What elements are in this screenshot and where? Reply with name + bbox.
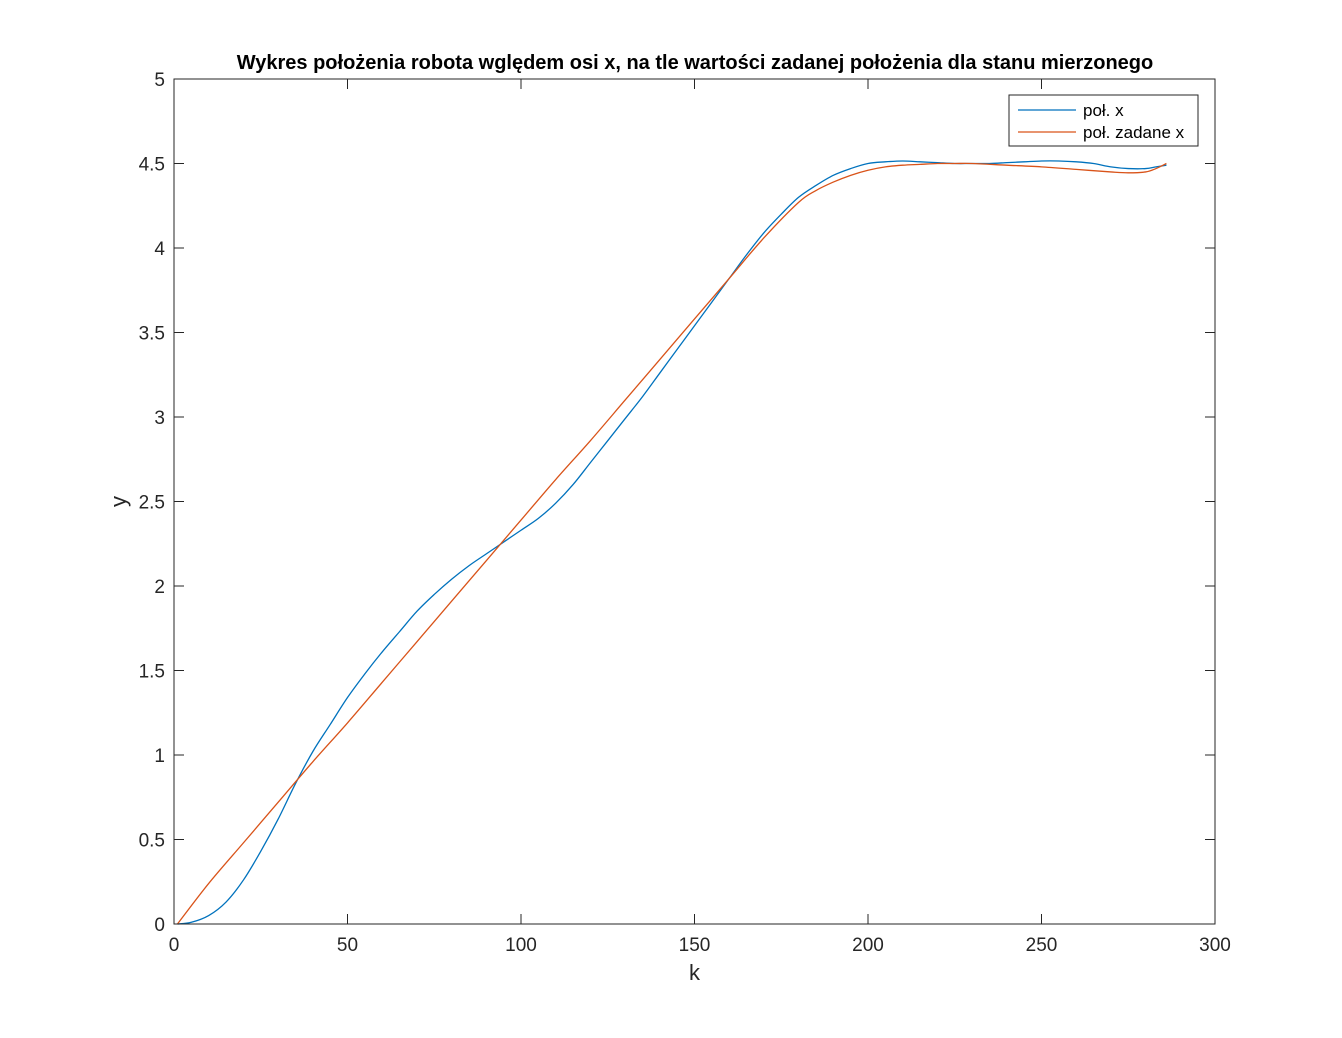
y-tick-label: 2 bbox=[154, 577, 165, 598]
x-tick-label: 150 bbox=[679, 935, 711, 956]
y-tick-label: 3 bbox=[154, 408, 165, 429]
ticks-layer: 0 50 100 150 200 250 300 0 0.5 1 1.5 2 2.5 3 3.5 4 4.5 5 bbox=[139, 70, 1231, 956]
x-axis-label: k bbox=[689, 960, 701, 985]
y-tick-label: 0.5 bbox=[139, 831, 165, 852]
legend-box bbox=[1008, 94, 1199, 147]
legend[interactable]: poł. x poł. zadane x bbox=[1008, 94, 1199, 147]
y-tick-label: 2.5 bbox=[139, 493, 165, 514]
x-tick-label: 200 bbox=[852, 935, 884, 956]
x-tick-label: 100 bbox=[505, 935, 537, 956]
x-tick-label: 250 bbox=[1026, 935, 1058, 956]
y-tick-label: 4 bbox=[154, 239, 165, 260]
x-tick-label: 0 bbox=[169, 935, 180, 956]
y-tick-label: 1.5 bbox=[139, 662, 165, 683]
y-axis-label: y bbox=[106, 496, 131, 507]
y-tick-label: 3.5 bbox=[139, 324, 165, 345]
series-layer bbox=[176, 160, 1167, 925]
series-pol-x-line bbox=[177, 160, 1167, 925]
series-pol-zadane-x-line bbox=[176, 162, 1167, 925]
legend-label: poł. x bbox=[1083, 101, 1124, 120]
legend-label: poł. zadane x bbox=[1083, 123, 1185, 142]
y-tick-label: 4.5 bbox=[139, 155, 165, 176]
y-tick-label: 0 bbox=[154, 915, 165, 936]
x-tick-label: 300 bbox=[1199, 935, 1231, 956]
x-tick-label: 50 bbox=[337, 935, 358, 956]
plot-area bbox=[174, 79, 1215, 924]
axes-box bbox=[173, 78, 1216, 925]
y-tick-label: 1 bbox=[154, 746, 165, 767]
y-tick-label: 5 bbox=[154, 70, 165, 91]
chart-title: Wykres położenia robota wględem osi x, n… bbox=[237, 52, 1154, 74]
